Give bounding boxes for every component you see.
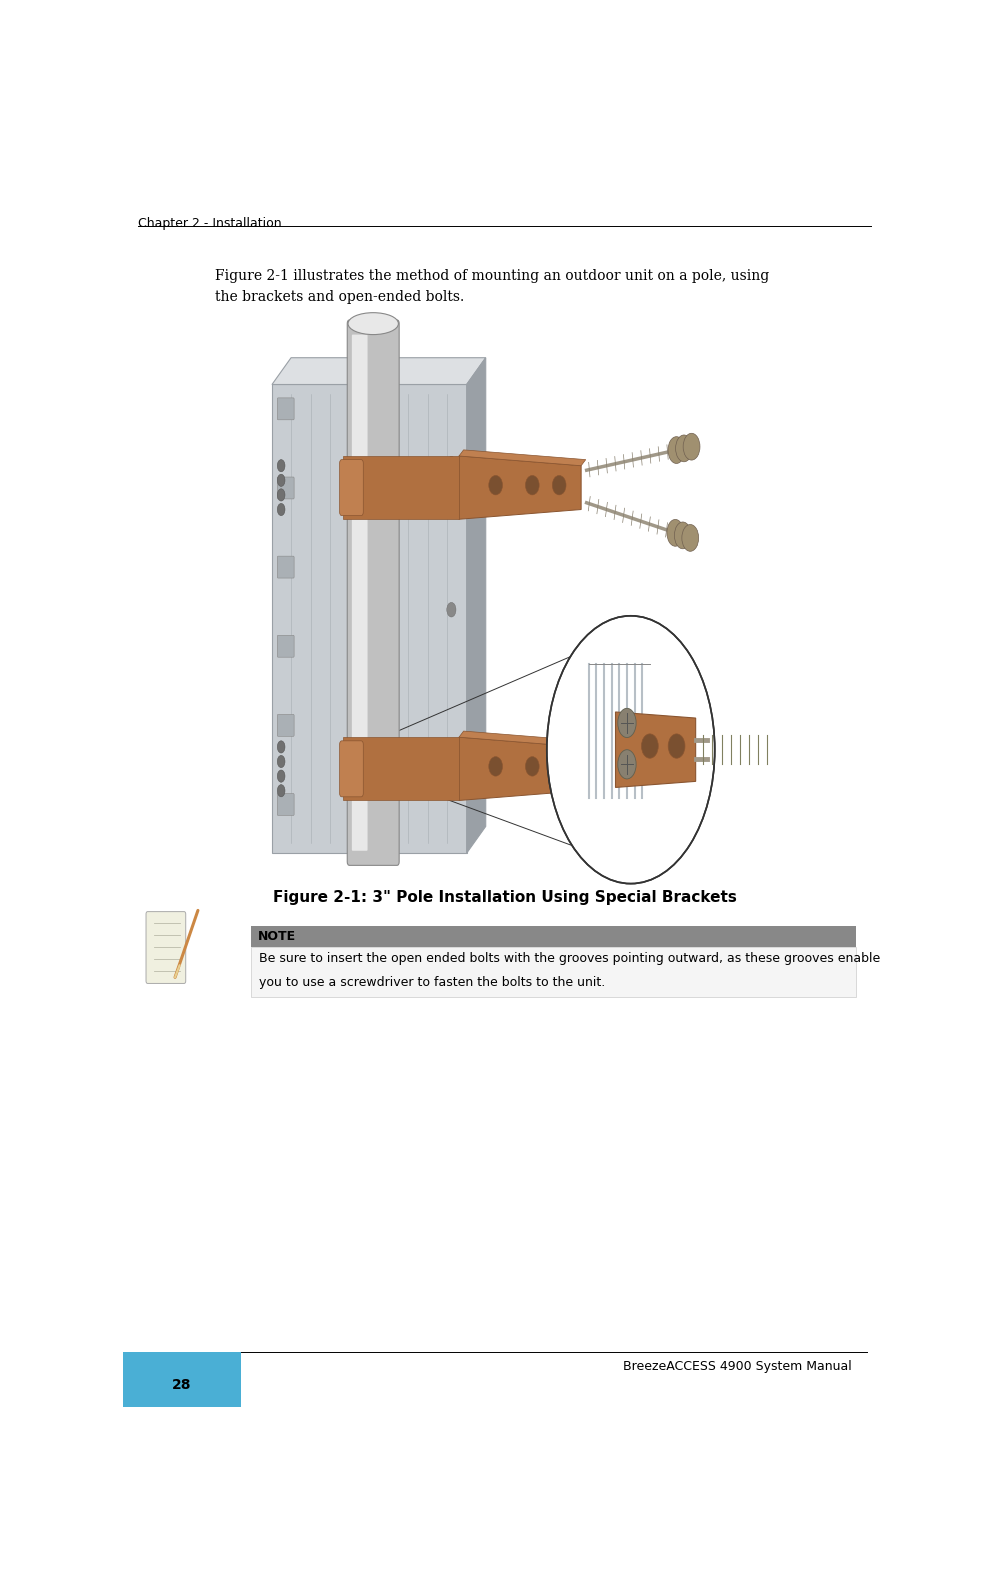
Text: NOTE: NOTE [257, 930, 296, 944]
Text: you to use a screwdriver to fasten the bolts to the unit.: you to use a screwdriver to fasten the b… [259, 975, 605, 990]
FancyBboxPatch shape [278, 636, 295, 658]
Ellipse shape [525, 476, 539, 495]
Polygon shape [272, 384, 467, 854]
Polygon shape [272, 357, 486, 384]
Circle shape [618, 749, 636, 779]
Circle shape [278, 756, 285, 768]
Circle shape [547, 617, 715, 884]
FancyBboxPatch shape [340, 460, 363, 515]
FancyBboxPatch shape [146, 912, 186, 983]
Circle shape [278, 741, 285, 753]
Circle shape [667, 800, 684, 827]
Polygon shape [344, 737, 459, 800]
Ellipse shape [668, 734, 685, 759]
Circle shape [278, 474, 285, 487]
Ellipse shape [641, 734, 658, 759]
FancyBboxPatch shape [251, 926, 856, 947]
Circle shape [684, 433, 700, 460]
Circle shape [447, 602, 456, 617]
Circle shape [676, 435, 692, 462]
Polygon shape [344, 455, 459, 519]
FancyBboxPatch shape [352, 335, 367, 851]
Ellipse shape [348, 313, 398, 335]
Circle shape [278, 460, 285, 471]
Circle shape [684, 715, 700, 741]
FancyBboxPatch shape [380, 324, 397, 862]
Circle shape [447, 457, 456, 471]
Polygon shape [467, 357, 486, 854]
Circle shape [668, 718, 685, 745]
Text: Be sure to insert the open ended bolts with the grooves pointing outward, as the: Be sure to insert the open ended bolts w… [259, 952, 881, 964]
Circle shape [676, 716, 692, 743]
Polygon shape [616, 711, 695, 787]
FancyBboxPatch shape [278, 794, 295, 816]
Text: Figure 2-1: 3" Pole Installation Using Special Brackets: Figure 2-1: 3" Pole Installation Using S… [273, 890, 737, 904]
FancyBboxPatch shape [278, 398, 295, 421]
Polygon shape [459, 737, 581, 800]
Text: BreezeACCESS 4900 System Manual: BreezeACCESS 4900 System Manual [624, 1360, 852, 1372]
Polygon shape [459, 730, 586, 746]
Ellipse shape [553, 476, 566, 495]
Circle shape [618, 708, 636, 737]
Text: 28: 28 [172, 1379, 192, 1393]
FancyBboxPatch shape [278, 557, 295, 579]
FancyBboxPatch shape [278, 715, 295, 737]
Circle shape [667, 520, 684, 547]
Circle shape [278, 489, 285, 501]
Circle shape [668, 436, 685, 463]
FancyBboxPatch shape [278, 477, 295, 500]
FancyBboxPatch shape [340, 741, 363, 797]
Text: the brackets and open-ended bolts.: the brackets and open-ended bolts. [215, 289, 464, 304]
Circle shape [278, 784, 285, 797]
Circle shape [278, 770, 285, 783]
FancyBboxPatch shape [123, 1352, 241, 1407]
Circle shape [675, 522, 691, 549]
Ellipse shape [525, 757, 539, 776]
Ellipse shape [489, 476, 502, 495]
Text: Figure 2-1 illustrates the method of mounting an outdoor unit on a pole, using: Figure 2-1 illustrates the method of mou… [215, 269, 769, 283]
Circle shape [675, 803, 691, 830]
Circle shape [447, 748, 456, 764]
Circle shape [278, 503, 285, 515]
Circle shape [682, 806, 698, 833]
Ellipse shape [489, 757, 502, 776]
Polygon shape [459, 455, 581, 519]
Polygon shape [459, 451, 586, 466]
Text: Chapter 2 - Installation: Chapter 2 - Installation [138, 217, 282, 229]
FancyBboxPatch shape [251, 947, 856, 998]
Circle shape [682, 525, 698, 552]
FancyBboxPatch shape [348, 319, 399, 865]
Ellipse shape [553, 757, 566, 776]
